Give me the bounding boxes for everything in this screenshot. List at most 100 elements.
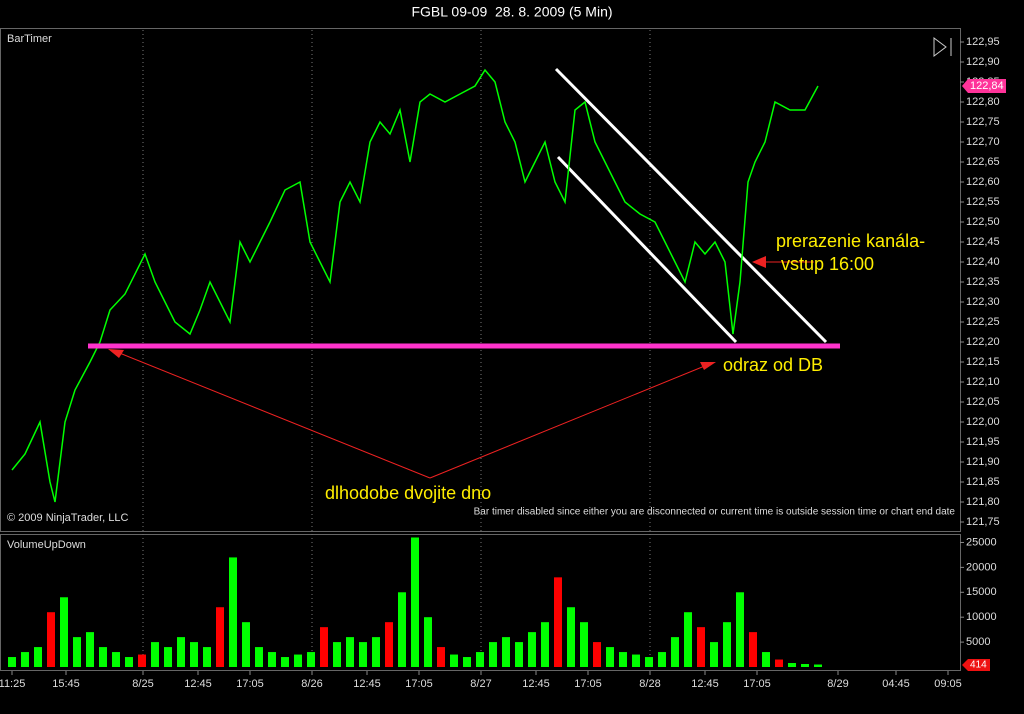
- volume-bar: [385, 622, 393, 667]
- volume-bar: [398, 592, 406, 667]
- volume-bar: [658, 652, 666, 667]
- y-tick-label: 122,50: [966, 216, 1000, 228]
- volume-bar: [489, 642, 497, 667]
- volume-bar: [476, 652, 484, 667]
- play-icon[interactable]: [933, 37, 952, 57]
- annotation: odraz od DB: [723, 355, 823, 375]
- volume-bar: [437, 647, 445, 667]
- volume-bar: [255, 647, 263, 667]
- volume-bar: [619, 652, 627, 667]
- volume-bar: [606, 647, 614, 667]
- volume-bar: [242, 622, 250, 667]
- last-price-marker: [962, 79, 1006, 93]
- volume-bar: [424, 617, 432, 667]
- y-tick-label: 122,15: [966, 356, 1000, 368]
- annotation: dlhodobe dvojite dno: [325, 483, 491, 503]
- volume-bar: [502, 637, 510, 667]
- volume-bar: [73, 637, 81, 667]
- last-volume-marker: [962, 658, 990, 671]
- volume-bar: [125, 657, 133, 667]
- volume-bar: [47, 612, 55, 667]
- x-tick-label: 12:45: [353, 678, 381, 690]
- volume-bar: [632, 654, 640, 667]
- volume-bar: [164, 647, 172, 667]
- annotation: vstup 16:00: [781, 254, 874, 274]
- volume-bar: [762, 652, 770, 667]
- volume-bar: [60, 597, 68, 667]
- arrowhead: [752, 256, 766, 268]
- volume-bar: [8, 657, 16, 667]
- volume-bar: [593, 642, 601, 667]
- y-tick-label: 122,70: [966, 136, 1000, 148]
- y-tick-label: 121,75: [966, 516, 1000, 528]
- volume-bar: [229, 557, 237, 667]
- y-tick-label: 122,65: [966, 156, 1000, 168]
- x-tick-label: 12:45: [691, 678, 719, 690]
- volume-bar: [203, 647, 211, 667]
- y-tick-label: 121,80: [966, 496, 1000, 508]
- volume-bar: [190, 642, 198, 667]
- volume-bar: [814, 664, 822, 667]
- arrowhead: [108, 349, 124, 358]
- volume-bar: [151, 642, 159, 667]
- y-tick-label: 122,30: [966, 296, 1000, 308]
- arrowhead: [700, 362, 716, 370]
- y-tick-label: 122,00: [966, 416, 1000, 428]
- volume-bar: [775, 659, 783, 667]
- volume-bar: [515, 642, 523, 667]
- price-line: [11, 68, 819, 503]
- arrow: [111, 349, 431, 479]
- chart-title: FGBL 09-09 28. 8. 2009 (5 Min): [411, 4, 612, 20]
- x-tick-label: 17:05: [236, 678, 264, 690]
- volume-bar: [86, 632, 94, 667]
- volume-bar: [697, 627, 705, 667]
- y-tick-label: 122,10: [966, 376, 1000, 388]
- y-tick-label: 122,20: [966, 336, 1000, 348]
- x-tick-label: 8/26: [301, 678, 322, 690]
- status-message: Bar timer disabled since either you are …: [474, 507, 956, 518]
- drawings: [108, 67, 828, 479]
- x-tick-label: 17:05: [743, 678, 771, 690]
- volume-bar: [268, 652, 276, 667]
- x-tick-label: 12:45: [184, 678, 212, 690]
- x-tick-label: 17:05: [405, 678, 433, 690]
- volume-bar: [554, 577, 562, 667]
- volume-bar: [541, 622, 549, 667]
- y-tick-label: 122,75: [966, 116, 1000, 128]
- annotation: prerazenie kanála-: [776, 231, 925, 251]
- volume-bar: [801, 664, 809, 667]
- y-tick-label: 122,55: [966, 196, 1000, 208]
- play-icon-triangle[interactable]: [933, 37, 947, 57]
- volume-bar: [216, 607, 224, 667]
- y-tick-label: 122,35: [966, 276, 1000, 288]
- volume-bar: [736, 592, 744, 667]
- day-separators: [142, 30, 651, 670]
- y-tick-label: 122,80: [966, 96, 1000, 108]
- y-tick-label: 121,85: [966, 476, 1000, 488]
- volume-bar: [411, 537, 419, 667]
- y-tick-label: 5000: [966, 636, 990, 648]
- volume-bar: [112, 652, 120, 667]
- y-tick-label: 122,45: [966, 236, 1000, 248]
- volume-bar: [99, 647, 107, 667]
- y-tick-label: 122,25: [966, 316, 1000, 328]
- y-tick-label: 121,95: [966, 436, 1000, 448]
- y-tick-label: 122,95: [966, 36, 1000, 48]
- y-tick-label: 15000: [966, 586, 997, 598]
- x-tick-label: 8/29: [827, 678, 848, 690]
- volume-bar: [528, 632, 536, 667]
- volume-bar: [723, 622, 731, 667]
- volume-bar: [372, 637, 380, 667]
- volume-bar: [463, 657, 471, 667]
- volume-bar: [671, 637, 679, 667]
- y-tick-label: 20000: [966, 561, 997, 573]
- y-tick-label: 122,90: [966, 56, 1000, 68]
- y-tick-label: 122,40: [966, 256, 1000, 268]
- volume-bar: [34, 647, 42, 667]
- indicator-label: BarTimer: [7, 33, 52, 45]
- y-tick-label: 25000: [966, 536, 997, 548]
- volume-bar: [320, 627, 328, 667]
